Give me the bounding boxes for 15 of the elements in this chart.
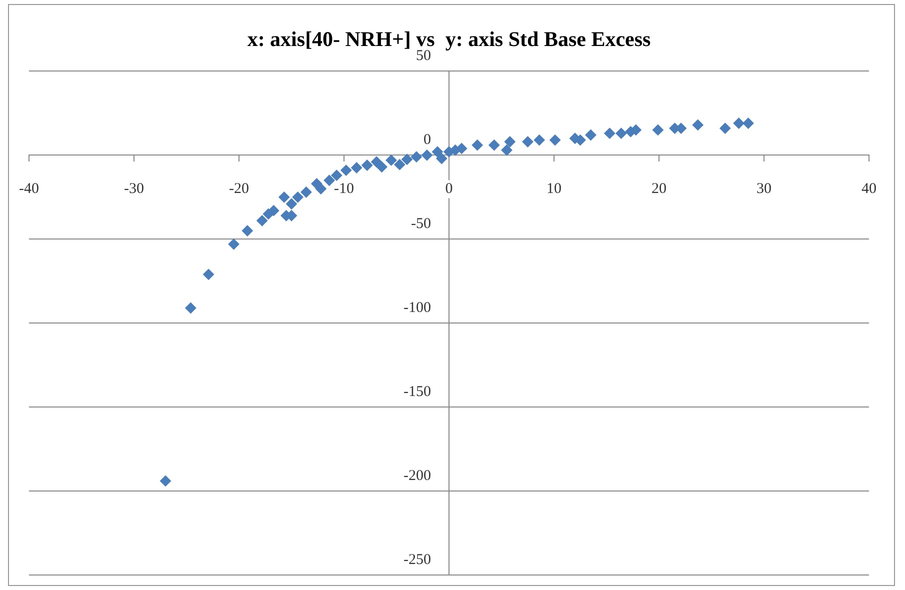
x-tick-label: 30 — [756, 181, 772, 198]
x-tick-label: 0 — [445, 181, 453, 198]
y-tick-label: -200 — [404, 468, 432, 484]
y-tick-label: -250 — [404, 552, 432, 568]
y-tick-label: -150 — [404, 384, 432, 400]
x-tick-label: 40 — [862, 181, 876, 198]
x-tick-label: 20 — [652, 181, 666, 198]
x-tick-label: -40 — [19, 181, 39, 198]
y-tick-label: 0 — [424, 132, 431, 148]
x-tick-label: -30 — [124, 181, 144, 198]
x-tick-label: -20 — [229, 181, 249, 198]
y-tick-label: -50 — [411, 216, 432, 232]
y-tick-label: -100 — [404, 300, 432, 316]
x-tick-label: -10 — [334, 181, 354, 198]
x-tick-label: 10 — [546, 181, 562, 198]
